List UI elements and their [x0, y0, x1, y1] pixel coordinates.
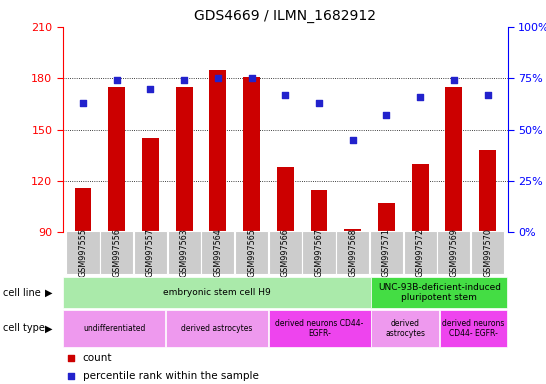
FancyBboxPatch shape — [403, 231, 437, 274]
Point — [281, 92, 289, 98]
Point — [112, 77, 121, 83]
Text: cell type: cell type — [3, 323, 45, 333]
Bar — [75, 188, 91, 232]
FancyBboxPatch shape — [437, 231, 470, 274]
FancyBboxPatch shape — [269, 231, 302, 274]
Point — [79, 100, 87, 106]
Text: GSM997570: GSM997570 — [483, 228, 492, 277]
Point — [67, 355, 75, 361]
Point — [180, 77, 188, 83]
Text: undifferentiated: undifferentiated — [83, 324, 145, 333]
Text: GSM997566: GSM997566 — [281, 228, 290, 277]
Text: GSM997569: GSM997569 — [449, 228, 458, 277]
Bar — [412, 164, 429, 232]
Bar — [142, 138, 159, 232]
Point — [382, 112, 391, 118]
Text: cell line: cell line — [3, 288, 40, 298]
Text: GSM997563: GSM997563 — [180, 228, 189, 277]
Point — [348, 137, 357, 143]
FancyBboxPatch shape — [302, 231, 335, 274]
Text: GSM997565: GSM997565 — [247, 228, 256, 277]
FancyBboxPatch shape — [67, 231, 99, 274]
Point — [449, 77, 458, 83]
Bar — [243, 76, 260, 232]
Text: GSM997564: GSM997564 — [213, 228, 222, 277]
Bar — [378, 203, 395, 232]
Text: derived
astrocytes: derived astrocytes — [385, 319, 425, 338]
FancyBboxPatch shape — [100, 231, 133, 274]
Bar — [210, 70, 226, 232]
Text: GSM997568: GSM997568 — [348, 228, 357, 277]
Point — [247, 75, 256, 81]
FancyBboxPatch shape — [471, 231, 504, 274]
Bar — [446, 87, 462, 232]
Title: GDS4669 / ILMN_1682912: GDS4669 / ILMN_1682912 — [194, 9, 376, 23]
Point — [416, 94, 424, 100]
Text: count: count — [83, 353, 112, 363]
Text: derived neurons CD44-
EGFR-: derived neurons CD44- EGFR- — [275, 319, 364, 338]
Text: GSM997572: GSM997572 — [416, 228, 425, 277]
Text: embryonic stem cell H9: embryonic stem cell H9 — [163, 288, 271, 297]
FancyBboxPatch shape — [63, 277, 371, 308]
Point — [146, 85, 155, 91]
Text: ▶: ▶ — [45, 288, 52, 298]
Text: ▶: ▶ — [45, 323, 52, 333]
Text: GSM997567: GSM997567 — [314, 228, 323, 277]
FancyBboxPatch shape — [371, 277, 507, 308]
Text: GSM997557: GSM997557 — [146, 228, 155, 277]
Bar — [108, 87, 125, 232]
FancyBboxPatch shape — [168, 231, 201, 274]
FancyBboxPatch shape — [370, 231, 403, 274]
FancyBboxPatch shape — [371, 310, 439, 347]
Text: derived neurons
CD44- EGFR-: derived neurons CD44- EGFR- — [442, 319, 505, 338]
Bar — [311, 190, 328, 232]
Text: GSM997556: GSM997556 — [112, 228, 121, 277]
Point — [67, 373, 75, 379]
Text: GSM997555: GSM997555 — [79, 228, 87, 277]
FancyBboxPatch shape — [166, 310, 268, 347]
FancyBboxPatch shape — [134, 231, 167, 274]
FancyBboxPatch shape — [336, 231, 369, 274]
Text: derived astrocytes: derived astrocytes — [181, 324, 252, 333]
FancyBboxPatch shape — [440, 310, 507, 347]
Text: GSM997571: GSM997571 — [382, 228, 391, 277]
FancyBboxPatch shape — [63, 310, 165, 347]
Bar — [277, 167, 294, 232]
Point — [314, 100, 323, 106]
FancyBboxPatch shape — [201, 231, 234, 274]
FancyBboxPatch shape — [269, 310, 371, 347]
Bar — [479, 150, 496, 232]
Point — [483, 92, 492, 98]
Text: percentile rank within the sample: percentile rank within the sample — [83, 371, 259, 381]
Bar — [345, 229, 361, 232]
Text: UNC-93B-deficient-induced
pluripotent stem: UNC-93B-deficient-induced pluripotent st… — [378, 283, 501, 303]
FancyBboxPatch shape — [235, 231, 268, 274]
Bar — [176, 87, 193, 232]
Point — [213, 75, 222, 81]
